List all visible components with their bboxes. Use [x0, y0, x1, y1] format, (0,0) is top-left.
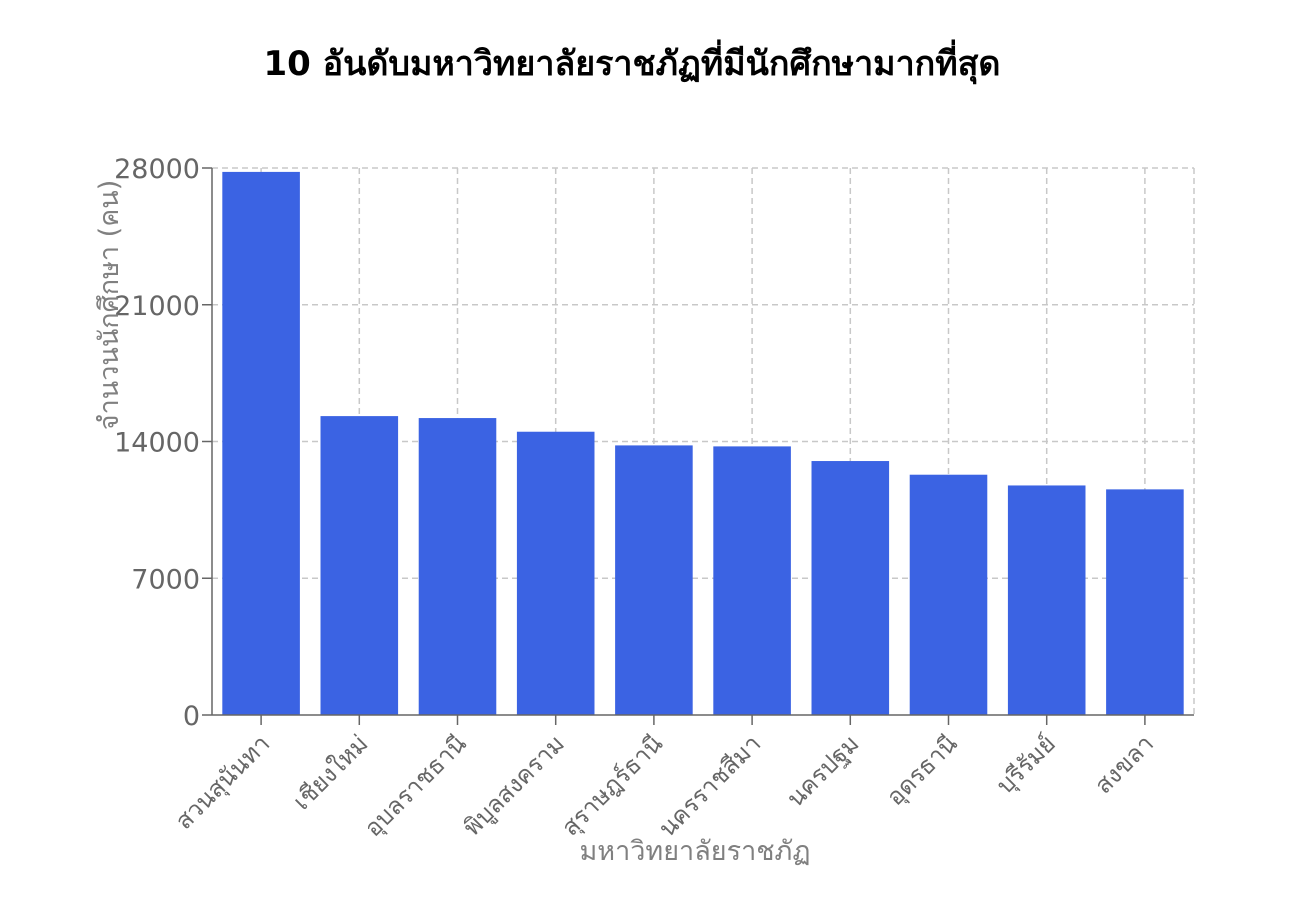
x-tick-label: นครปฐม	[781, 729, 864, 812]
x-tick-label: สงขลา	[1089, 729, 1159, 799]
x-tick-label: อุบลราชธานี	[359, 729, 473, 843]
bar-5[interactable]	[615, 445, 693, 715]
chart-title: 10 อันดับมหาวิทยาลัยราชภัฏที่มีนักศึกษาม…	[264, 39, 1001, 85]
x-axis-title: มหาวิทยาลัยราชภัฏ	[580, 836, 811, 867]
x-tick-label: เชียงใหม่	[288, 729, 374, 815]
y-tick-label: 14000	[114, 428, 200, 459]
axes	[202, 167, 1194, 725]
bar-7[interactable]	[811, 461, 890, 715]
y-axis-title: จำนวนนักศึกษา (คน)	[94, 180, 125, 430]
y-tick-labels: 0 7000 14000 21000 28000	[114, 154, 200, 732]
bar-3[interactable]	[418, 418, 497, 715]
x-tick-labels: สวนสุนันทา เชียงใหม่อุบลราชธานีพิบูลสงครา…	[170, 729, 1159, 843]
bars	[222, 171, 1184, 715]
y-tick-label: 21000	[114, 291, 200, 322]
bar-4[interactable]	[516, 431, 595, 715]
y-tick-label: 28000	[114, 154, 200, 185]
x-tick-label: พิบูลสงคราม	[458, 729, 571, 842]
bar-2[interactable]	[320, 416, 399, 715]
x-tick-label: บุรีรัมย์	[991, 729, 1062, 800]
x-tick-label: นครราชสีมา	[653, 729, 766, 842]
bar-1[interactable]	[222, 171, 300, 715]
bar-9[interactable]	[1007, 485, 1086, 715]
x-tick-label: สุราษฎร์ธานี	[556, 729, 669, 842]
x-tick-label: สวนสุนันทา	[170, 729, 276, 835]
y-tick-label: 0	[183, 701, 200, 732]
y-tick-label: 7000	[131, 564, 200, 595]
bar-8[interactable]	[909, 474, 988, 715]
x-tick-label: อุดรธานี	[881, 729, 963, 811]
bar-6[interactable]	[713, 446, 791, 715]
bar-10[interactable]	[1106, 489, 1184, 715]
